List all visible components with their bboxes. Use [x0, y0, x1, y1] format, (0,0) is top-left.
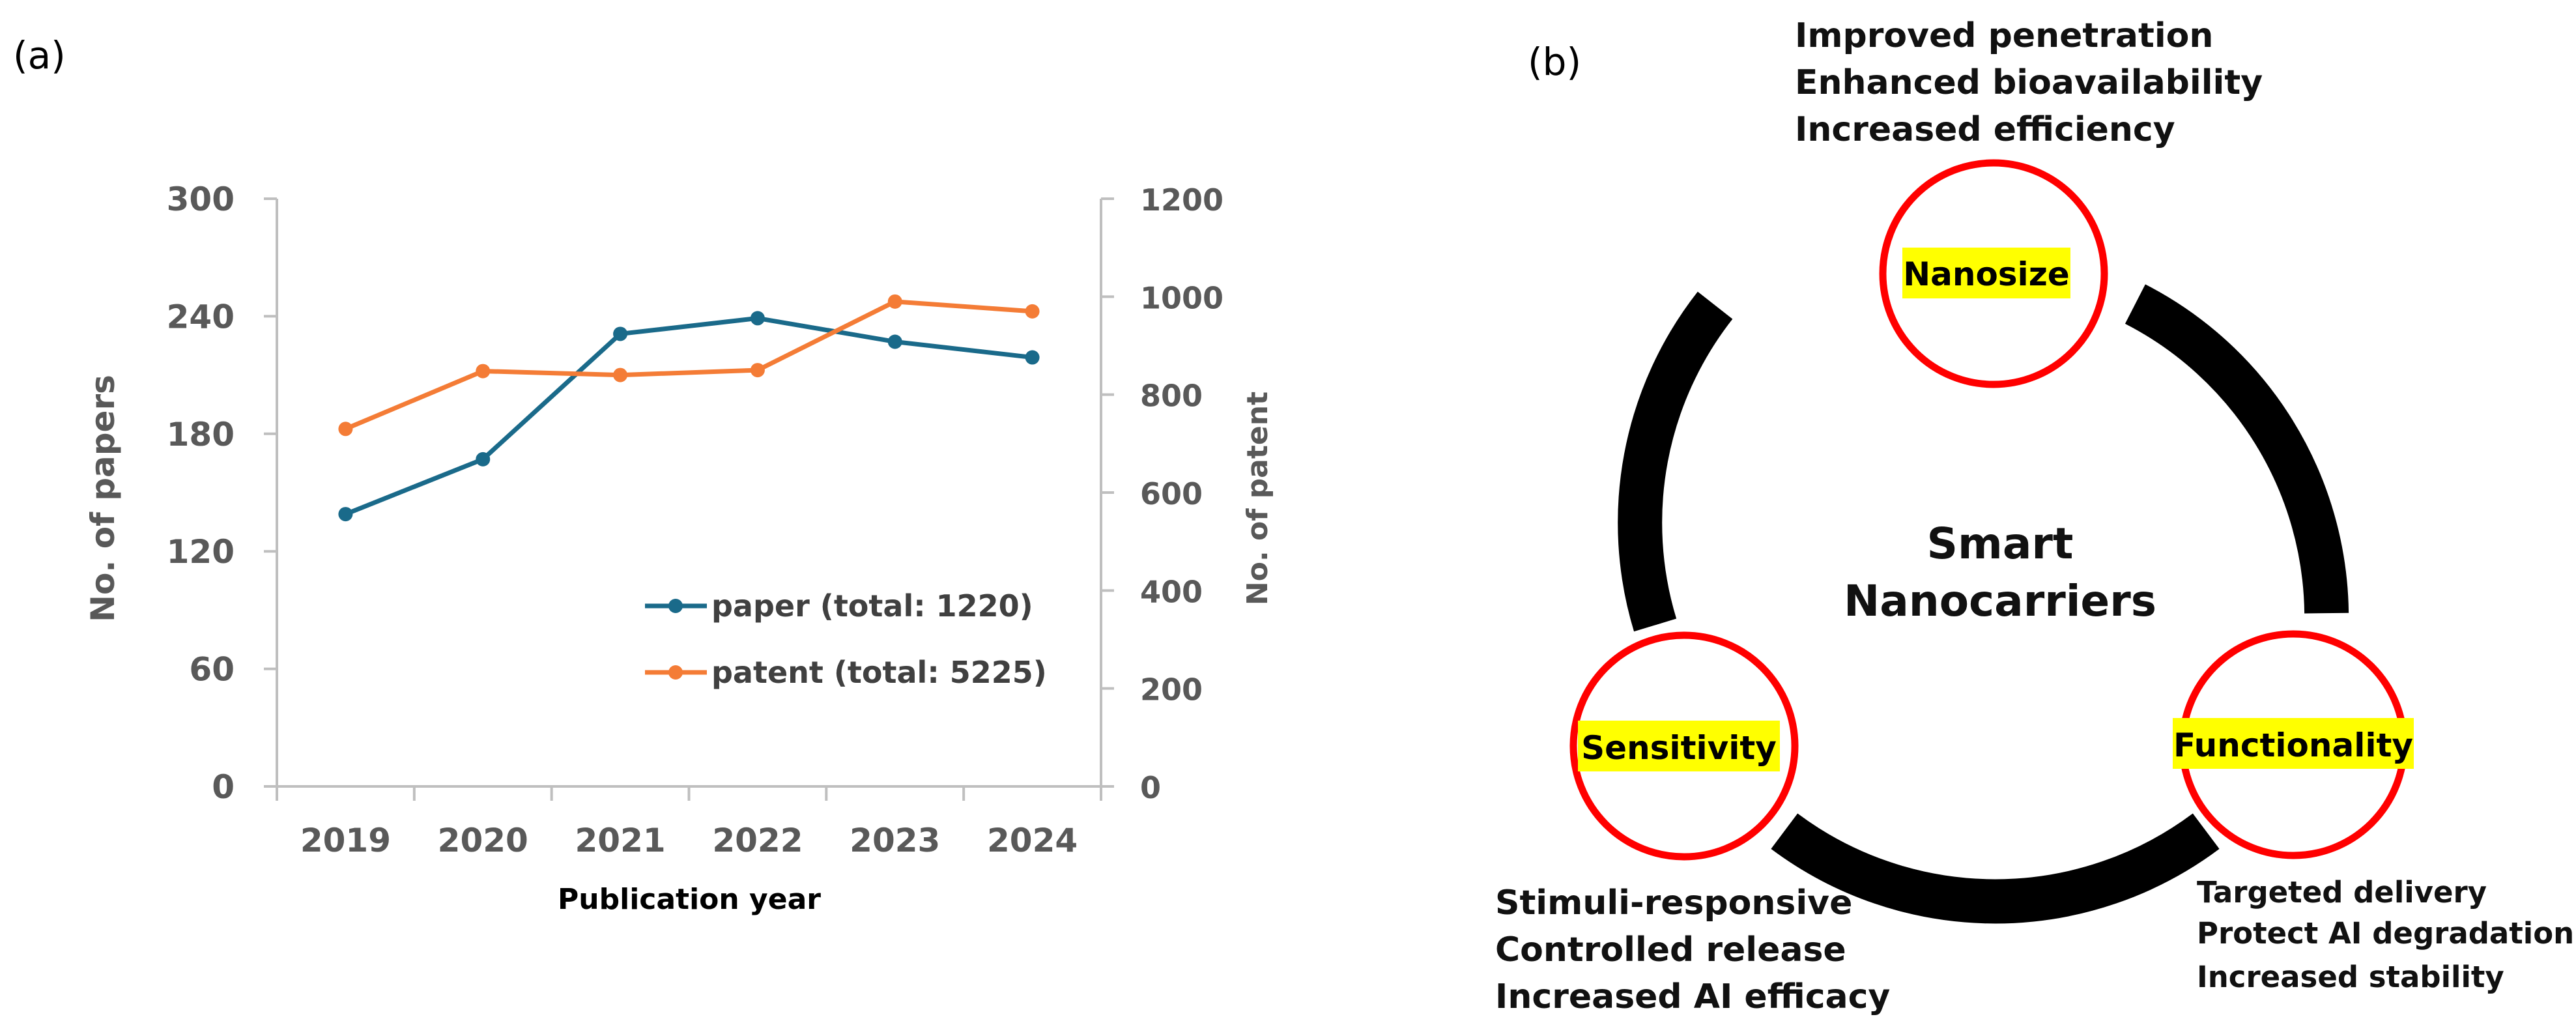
series-line-paper	[345, 315, 1033, 517]
legend-item-paper: paper (total: 1220)	[645, 588, 1033, 624]
ring-arc-bottom	[1771, 813, 2220, 924]
y-right-tick-label: 1000	[1140, 280, 1224, 315]
x-tick-label: 2024	[987, 822, 1078, 859]
data-point-patent	[476, 364, 491, 379]
data-point-patent	[338, 422, 353, 437]
x-axis-ticks: 2019 2020 2021 2022 2023 2024	[276, 786, 1102, 859]
y-right-tick-label: 600	[1140, 476, 1203, 511]
node-functionality-label: Functionality	[2173, 726, 2413, 764]
y-right-tick-label: 800	[1140, 379, 1203, 414]
y-left-tick-label: 240	[167, 298, 235, 336]
data-point-paper	[887, 334, 902, 349]
panel-b-label: (b)	[1528, 40, 1581, 84]
note-sensitivity-1: Stimuli-responsive	[1495, 883, 1852, 923]
y-axis-right-ticks: 0 200 400 600 800 1000 1200	[1101, 182, 1224, 805]
legend-marker-patent	[668, 665, 683, 680]
x-tick-label: 2023	[850, 822, 940, 859]
node-nanosize: Nanosize	[1879, 159, 2108, 388]
series-line-patent	[345, 299, 1033, 431]
data-point-paper	[476, 452, 491, 467]
note-nanosize-1: Improved penetration	[1795, 16, 2213, 55]
y-right-tick-label: 1200	[1140, 182, 1224, 218]
node-sensitivity: Sensitivity	[1569, 631, 1799, 861]
y-left-tick-label: 120	[167, 533, 235, 571]
y-right-tick-label: 0	[1140, 770, 1161, 805]
note-functionality-2: Protect AI degradation	[2197, 916, 2574, 951]
center-title-line2: Nanocarriers	[1844, 576, 2156, 626]
data-point-paper	[1025, 350, 1040, 365]
series-layer	[338, 294, 1040, 522]
node-sensitivity-label: Sensitivity	[1581, 729, 1777, 767]
x-tick-label: 2021	[575, 822, 665, 859]
note-sensitivity-3: Increased AI efficacy	[1495, 977, 1890, 1016]
data-point-patent	[887, 294, 902, 309]
x-axis-title: Publication year	[558, 883, 821, 916]
y-axis-right-title: No. of patent	[1241, 392, 1274, 605]
note-functionality-3: Increased stability	[2197, 960, 2504, 994]
ring-arc-left	[1618, 291, 1733, 632]
x-tick-label: 2022	[712, 822, 803, 859]
node-functionality-highlight	[2173, 718, 2414, 769]
node-sensitivity-highlight	[1578, 721, 1780, 771]
node-nanosize-highlight	[1902, 248, 2070, 298]
node-functionality: Functionality	[2173, 630, 2414, 859]
legend-marker-paper	[668, 599, 683, 613]
legend-label-patent: patent (total: 5225)	[711, 655, 1047, 690]
legend-label-paper: paper (total: 1220)	[711, 588, 1033, 624]
data-point-paper	[613, 326, 628, 341]
y-axis-left-title: No. of papers	[84, 375, 122, 622]
y-left-tick-label: 180	[167, 416, 235, 453]
notes-sensitivity: Stimuli-responsive Controlled release In…	[1495, 883, 1890, 1016]
ring-arc-right	[2125, 284, 2349, 614]
data-point-paper	[750, 311, 765, 326]
y-right-tick-label: 400	[1140, 574, 1203, 609]
y-axis-left-ticks: 0 60 120 180 240 300	[167, 180, 277, 806]
center-title-line1: Smart	[1927, 519, 2074, 569]
note-nanosize-2: Enhanced bioavailability	[1795, 63, 2263, 102]
y-left-tick-label: 300	[167, 180, 235, 218]
data-point-patent	[750, 363, 765, 378]
note-sensitivity-2: Controlled release	[1495, 930, 1846, 969]
x-tick-label: 2020	[438, 822, 528, 859]
cycle-diagram: Smart Nanocarriers Nanosize Improved pen…	[1495, 16, 2574, 1016]
y-left-tick-label: 60	[189, 651, 235, 689]
y-left-tick-label: 0	[212, 768, 235, 806]
data-point-patent	[613, 367, 628, 382]
note-functionality-1: Targeted delivery	[2197, 875, 2487, 910]
note-nanosize-3: Increased efficiency	[1795, 110, 2175, 149]
panel-a-label: (a)	[13, 33, 66, 78]
notes-functionality: Targeted delivery Protect AI degradation…	[2197, 875, 2574, 994]
notes-nanosize: Improved penetration Enhanced bioavailab…	[1795, 16, 2263, 149]
legend: paper (total: 1220) patent (total: 5225)	[645, 588, 1047, 690]
data-point-patent	[1025, 304, 1040, 319]
line-chart: 2019 2020 2021 2022 2023 2024 0 60 120 180 240 300…	[84, 180, 1274, 916]
node-nanosize-label: Nanosize	[1903, 255, 2069, 293]
y-right-tick-label: 200	[1140, 672, 1203, 708]
legend-item-patent: patent (total: 5225)	[645, 655, 1047, 690]
x-tick-label: 2019	[300, 822, 391, 859]
data-point-paper	[338, 507, 353, 522]
